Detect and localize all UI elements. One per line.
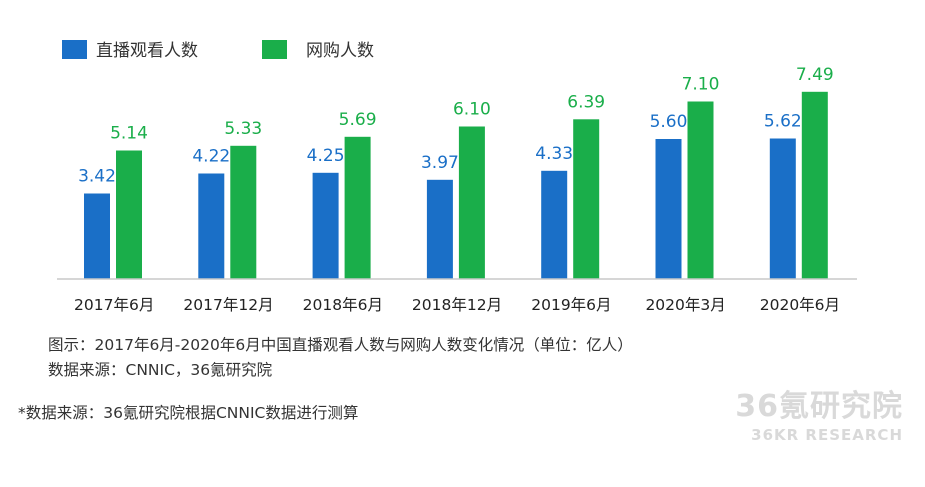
value-label-shop-3: 5.69 bbox=[339, 110, 377, 130]
bar-live-3 bbox=[312, 172, 339, 280]
x-tick-label-2: 2017年12月 bbox=[183, 296, 273, 314]
x-axis-tick-labels: 2017年6月 2017年12月 2018年6月 2018年12月 2019年6月 202… bbox=[74, 296, 840, 314]
x-tick-label-1: 2017年6月 bbox=[74, 296, 154, 314]
bar-shop-1 bbox=[116, 150, 142, 279]
watermark-en: 36KR RESEARCH bbox=[751, 426, 903, 444]
value-label-live-3: 4.25 bbox=[307, 146, 345, 166]
value-label-shop-4: 6.10 bbox=[453, 100, 491, 120]
legend-label-2: 网购人数 bbox=[306, 41, 374, 61]
bar-shop-2 bbox=[230, 145, 257, 280]
watermark: 36氪研究院 36KR RESEARCH bbox=[735, 392, 903, 443]
legend-swatch-1 bbox=[62, 40, 87, 59]
chart-value-labels: 3.42 5.14 4.22 5.33 4.25 5.69 3.97 6.10 4.33 6.39… bbox=[78, 65, 834, 187]
chart-legend: 直播观看人数 网购人数 bbox=[62, 40, 374, 61]
value-label-shop-2: 5.33 bbox=[224, 119, 262, 139]
bar-live-6 bbox=[655, 139, 682, 279]
legend-swatch-2 bbox=[262, 40, 287, 59]
bar-shop-5 bbox=[573, 119, 600, 280]
value-label-live-7: 5.62 bbox=[764, 112, 802, 132]
value-label-live-2: 4.22 bbox=[192, 147, 230, 167]
chart-source: 数据来源：CNNIC，36氪研究院 bbox=[48, 361, 273, 379]
value-label-live-1: 3.42 bbox=[78, 167, 116, 187]
value-label-live-6: 5.60 bbox=[650, 112, 688, 132]
value-label-shop-6: 7.10 bbox=[682, 75, 720, 95]
value-label-shop-1: 5.14 bbox=[110, 124, 148, 144]
x-tick-label-7: 2020年6月 bbox=[760, 296, 840, 314]
bar-live-2 bbox=[198, 173, 225, 279]
legend-label-1: 直播观看人数 bbox=[96, 41, 198, 61]
bar-live-5 bbox=[541, 170, 568, 280]
x-tick-label-3: 2018年6月 bbox=[303, 296, 383, 314]
bar-live-4 bbox=[426, 179, 453, 280]
data-source-note: *数据来源：36氪研究院根据CNNIC数据进行测算 bbox=[18, 404, 359, 422]
x-tick-label-5: 2019年6月 bbox=[531, 296, 611, 314]
value-label-shop-7: 7.49 bbox=[796, 65, 834, 85]
chart-caption: 图示：2017年6月-2020年6月中国直播观看人数与网购人数变化情况（单位：亿… bbox=[48, 336, 633, 354]
bar-shop-4 bbox=[458, 126, 485, 279]
bar-shop-7 bbox=[801, 91, 828, 280]
bar-live-7 bbox=[769, 138, 796, 279]
bar-live-1 bbox=[84, 193, 110, 279]
value-label-shop-5: 6.39 bbox=[567, 92, 605, 112]
value-label-live-4: 3.97 bbox=[421, 153, 459, 173]
bar-chart: 直播观看人数 网购人数 3.42 5.14 4.22 5.33 4.25 5.69 3.97 6… bbox=[57, 40, 857, 314]
x-tick-label-6: 2020年3月 bbox=[645, 296, 725, 314]
x-tick-label-4: 2018年12月 bbox=[412, 296, 502, 314]
value-label-live-5: 4.33 bbox=[535, 144, 573, 164]
watermark-cn: 36氪研究院 bbox=[735, 389, 903, 424]
bar-shop-6 bbox=[687, 101, 714, 279]
bar-shop-3 bbox=[344, 136, 371, 280]
chart-bars bbox=[84, 91, 828, 280]
